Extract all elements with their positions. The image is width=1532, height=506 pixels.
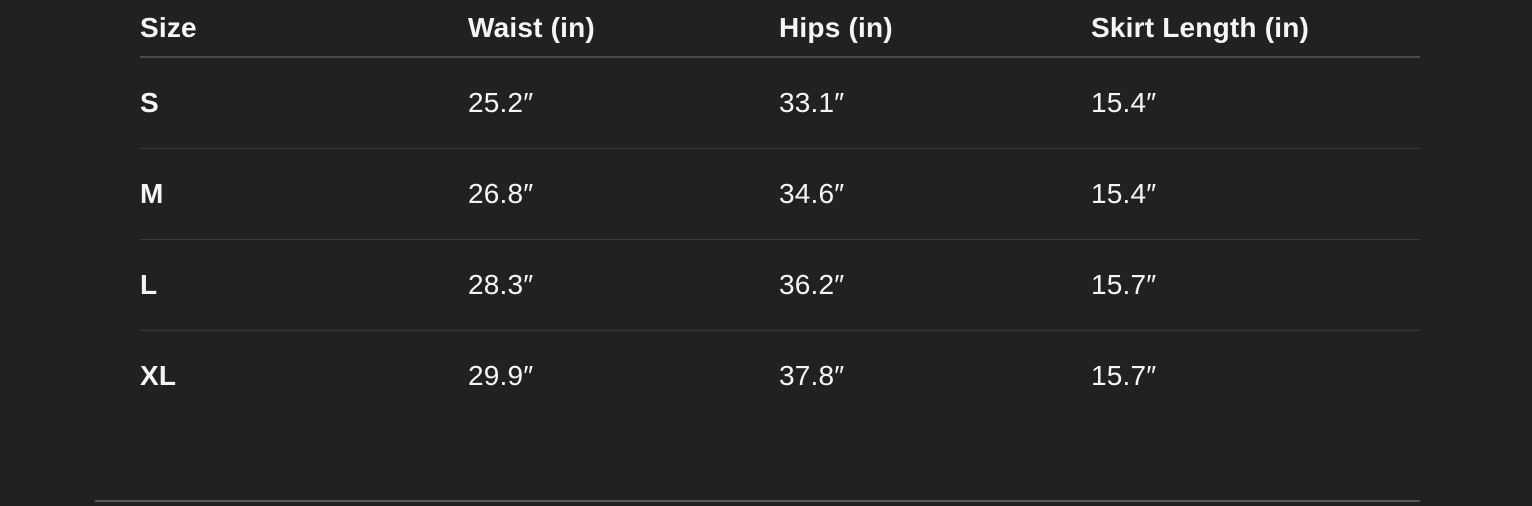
table-row-m: M 26.8″ 34.6″ 15.4″ <box>140 149 1420 240</box>
size-label: M <box>140 178 164 209</box>
table-row-xl: XL 29.9″ 37.8″ 15.7″ <box>140 331 1420 421</box>
column-header-waist: Waist (in) <box>468 12 595 43</box>
skirt-length-value: 15.7″ <box>1091 360 1157 391</box>
skirt-length-value: 15.4″ <box>1091 87 1157 118</box>
hips-value: 34.6″ <box>779 178 845 209</box>
table-row-s: S 25.2″ 33.1″ 15.4″ <box>140 58 1420 149</box>
hips-value: 33.1″ <box>779 87 845 118</box>
size-label: XL <box>140 360 177 391</box>
waist-value: 29.9″ <box>468 360 534 391</box>
size-chart-table: Size Waist (in) Hips (in) Skirt Length (… <box>140 0 1420 421</box>
waist-value: 25.2″ <box>468 87 534 118</box>
table-header-row: Size Waist (in) Hips (in) Skirt Length (… <box>140 0 1420 58</box>
hips-value: 37.8″ <box>779 360 845 391</box>
waist-value: 28.3″ <box>468 269 534 300</box>
skirt-length-value: 15.7″ <box>1091 269 1157 300</box>
column-header-skirt-length: Skirt Length (in) <box>1091 12 1310 43</box>
table-row-l: L 28.3″ 36.2″ 15.7″ <box>140 240 1420 331</box>
skirt-length-value: 15.4″ <box>1091 178 1157 209</box>
size-label: L <box>140 269 158 300</box>
section-divider <box>95 500 1420 502</box>
column-header-hips: Hips (in) <box>779 12 893 43</box>
size-label: S <box>140 87 159 118</box>
column-header-size: Size <box>140 12 197 43</box>
waist-value: 26.8″ <box>468 178 534 209</box>
hips-value: 36.2″ <box>779 269 845 300</box>
